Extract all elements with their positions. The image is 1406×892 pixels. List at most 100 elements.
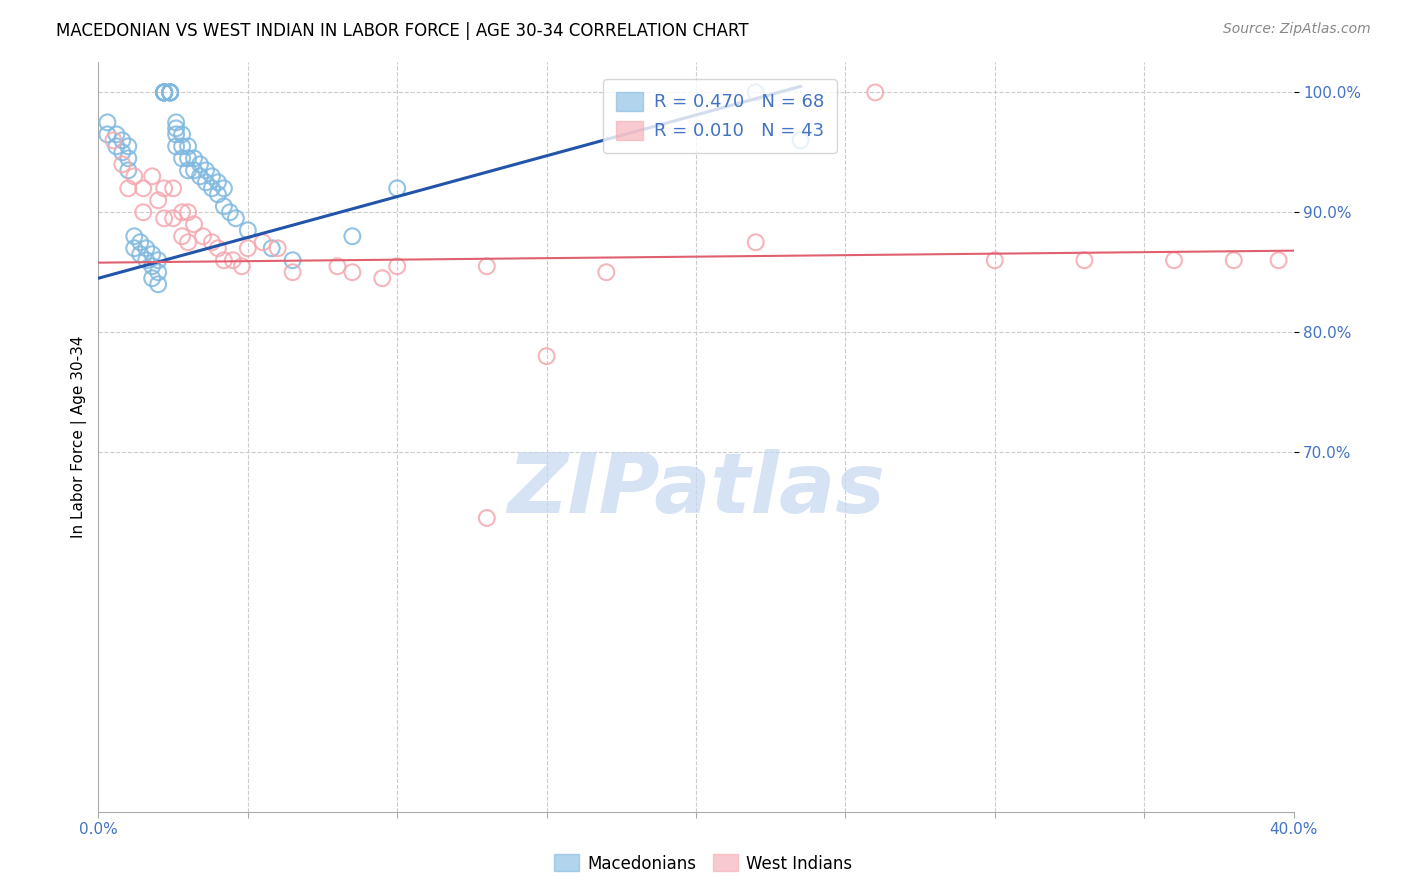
Point: [195, 163, 218, 178]
Point: [195, 175, 218, 189]
Point: [188, 157, 211, 171]
Legend: Macedonians, West Indians: Macedonians, West Indians: [547, 847, 859, 880]
Point: [96, 128, 118, 142]
Point: [117, 152, 139, 166]
Point: [385, 181, 409, 195]
Point: [260, 241, 283, 255]
Point: [111, 133, 134, 147]
Point: [103, 133, 125, 147]
Point: [177, 163, 200, 178]
Point: [172, 205, 194, 219]
Point: [141, 271, 163, 285]
Point: [153, 86, 176, 100]
Point: [177, 139, 200, 153]
Point: [132, 205, 155, 219]
Point: [219, 205, 242, 219]
Point: [165, 139, 187, 153]
Point: [201, 169, 224, 184]
Point: [159, 86, 181, 100]
Text: Source: ZipAtlas.com: Source: ZipAtlas.com: [1223, 22, 1371, 37]
Point: [212, 199, 235, 213]
Point: [1073, 253, 1095, 268]
Point: [207, 187, 229, 202]
Point: [267, 241, 290, 255]
Point: [342, 229, 364, 244]
Point: [141, 247, 163, 261]
Point: [159, 86, 181, 100]
Legend: R = 0.470   N = 68, R = 0.010   N = 43: R = 0.470 N = 68, R = 0.010 N = 43: [603, 79, 837, 153]
Point: [212, 253, 235, 268]
Point: [148, 253, 170, 268]
Point: [281, 265, 304, 279]
Point: [371, 271, 394, 285]
Point: [165, 115, 187, 129]
Point: [207, 175, 229, 189]
Point: [1223, 253, 1246, 268]
Point: [475, 259, 498, 273]
Point: [165, 128, 187, 142]
Point: [191, 229, 214, 244]
Point: [135, 241, 157, 255]
Point: [172, 128, 194, 142]
Point: [172, 139, 194, 153]
Point: [745, 235, 768, 250]
Point: [536, 349, 558, 363]
Point: [153, 86, 176, 100]
Point: [212, 181, 235, 195]
Point: [1267, 253, 1289, 268]
Point: [153, 181, 176, 195]
Point: [789, 133, 811, 147]
Point: [141, 259, 163, 273]
Point: [105, 128, 128, 142]
Point: [177, 152, 200, 166]
Point: [865, 86, 887, 100]
Point: [124, 229, 146, 244]
Point: [222, 253, 245, 268]
Point: [105, 139, 128, 153]
Point: [188, 169, 211, 184]
Point: [162, 211, 184, 226]
Point: [162, 181, 184, 195]
Y-axis label: In Labor Force | Age 30-34: In Labor Force | Age 30-34: [72, 335, 87, 539]
Point: [183, 217, 205, 231]
Point: [124, 169, 146, 184]
Point: [207, 241, 229, 255]
Point: [153, 86, 176, 100]
Point: [595, 265, 617, 279]
Point: [148, 277, 170, 292]
Point: [117, 181, 139, 195]
Point: [124, 241, 146, 255]
Point: [129, 235, 152, 250]
Point: [111, 145, 134, 160]
Point: [1163, 253, 1185, 268]
Point: [252, 235, 274, 250]
Text: ZIPatlas: ZIPatlas: [508, 449, 884, 530]
Point: [236, 223, 259, 237]
Point: [129, 247, 152, 261]
Point: [236, 241, 259, 255]
Point: [148, 194, 170, 208]
Point: [96, 115, 118, 129]
Point: [117, 139, 139, 153]
Point: [165, 121, 187, 136]
Point: [385, 259, 409, 273]
Point: [172, 152, 194, 166]
Point: [177, 205, 200, 219]
Point: [225, 211, 247, 226]
Point: [153, 86, 176, 100]
Text: MACEDONIAN VS WEST INDIAN IN LABOR FORCE | AGE 30-34 CORRELATION CHART: MACEDONIAN VS WEST INDIAN IN LABOR FORCE…: [56, 22, 749, 40]
Point: [135, 253, 157, 268]
Point: [153, 86, 176, 100]
Point: [132, 181, 155, 195]
Point: [475, 511, 498, 525]
Point: [201, 235, 224, 250]
Point: [159, 86, 181, 100]
Point: [326, 259, 349, 273]
Point: [745, 86, 768, 100]
Point: [159, 86, 181, 100]
Point: [111, 157, 134, 171]
Point: [141, 169, 163, 184]
Point: [281, 253, 304, 268]
Point: [183, 163, 205, 178]
Point: [117, 163, 139, 178]
